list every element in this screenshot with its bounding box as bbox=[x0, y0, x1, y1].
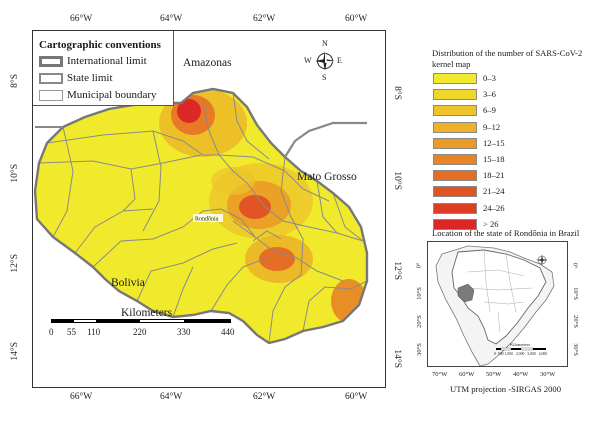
lat-tick-left: 14°S bbox=[10, 342, 20, 361]
lat-tick-left: 10°S bbox=[10, 164, 20, 183]
compass-n: N bbox=[322, 39, 328, 48]
lat-tick-right: 10°S bbox=[392, 171, 402, 190]
lat-tick-right: 12°S bbox=[392, 261, 402, 280]
scale-value: 0 bbox=[49, 327, 54, 337]
legend-swatch bbox=[433, 105, 477, 117]
legend-label: 0–3 bbox=[483, 73, 496, 83]
lon-tick-bottom: 66°W bbox=[70, 392, 93, 402]
label-bolivia: Bolivia bbox=[111, 277, 145, 289]
legend-label: 21–24 bbox=[483, 186, 505, 197]
lon-tick-bottom: 64°W bbox=[160, 392, 183, 402]
convention-label: State limit bbox=[67, 72, 113, 84]
inset-lon-tick: 30°W bbox=[540, 371, 556, 378]
legend-swatch bbox=[433, 121, 477, 133]
inset-lat-tick-right: 10°S bbox=[571, 287, 579, 300]
lon-tick-top: 60°W bbox=[345, 14, 368, 24]
legend-swatch bbox=[433, 137, 477, 149]
international-limit-symbol bbox=[39, 56, 63, 67]
convention-label: Municipal boundary bbox=[67, 89, 157, 101]
inset-lon-tick: 40°W bbox=[513, 371, 529, 378]
inset-lon-tick: 60°W bbox=[459, 371, 475, 378]
scale-segments bbox=[51, 319, 231, 323]
inset-lat-tick: 10°S bbox=[415, 287, 423, 300]
inset-compass-icon bbox=[536, 254, 548, 266]
inset-title: Location of the state of Rondônia in Bra… bbox=[432, 228, 580, 238]
legend-label: > 26 bbox=[483, 218, 499, 229]
scale-value: 330 bbox=[177, 327, 191, 337]
compass-icon bbox=[315, 51, 335, 71]
convention-label: International limit bbox=[67, 55, 147, 67]
state-outline bbox=[33, 87, 369, 345]
legend-swatch bbox=[433, 89, 477, 101]
legend-title-line1: Distribution of the number of SARS-CoV-2 bbox=[432, 48, 583, 58]
inset-lat-tick-right: 0° bbox=[571, 262, 579, 269]
legend-label: 9–12 bbox=[483, 121, 501, 132]
inset-scale-title: Kilometers bbox=[510, 342, 530, 347]
inset-lon-tick: 70°W bbox=[432, 371, 448, 378]
lon-tick-bottom: 60°W bbox=[345, 392, 368, 402]
legend-swatch bbox=[433, 202, 477, 214]
legend-label: 6–9 bbox=[483, 105, 496, 116]
lon-tick-top: 62°W bbox=[253, 14, 276, 24]
compass-rose: N S E W bbox=[304, 39, 343, 82]
inset-lat-tick: 0° bbox=[415, 262, 423, 269]
inset-caption: UTM projection -SIRGAS 2000 bbox=[450, 384, 561, 394]
legend-title: Distribution of the number of SARS-CoV-2… bbox=[432, 48, 592, 70]
legend-swatch bbox=[433, 170, 477, 182]
main-map: Rondônia N S E W Amazonas Mato Grosso Bo… bbox=[32, 30, 386, 388]
rondonia-label: Rondônia bbox=[195, 217, 219, 223]
legend-label: 18–21 bbox=[483, 170, 505, 181]
main-map-canvas: Rondônia bbox=[33, 87, 369, 345]
label-amazonas: Amazonas bbox=[183, 57, 232, 69]
lon-tick-top: 66°W bbox=[70, 14, 93, 24]
compass-w: W bbox=[304, 56, 312, 65]
legend-swatch bbox=[433, 186, 477, 198]
inset-lat-tick-right: 20°S bbox=[571, 315, 579, 328]
rondonia-inset bbox=[457, 283, 475, 303]
legend-label: 3–6 bbox=[483, 89, 496, 100]
legend-swatch bbox=[433, 218, 477, 230]
scale-value: 440 bbox=[221, 327, 235, 337]
scale-title: Kilometers bbox=[121, 307, 173, 319]
inset-scale-values: 0 500 1,000 2,000 3,000 4,000 bbox=[494, 352, 548, 356]
legend-label: 24–26 bbox=[483, 202, 505, 213]
state-limit-symbol bbox=[39, 73, 63, 84]
compass-e: E bbox=[337, 56, 342, 65]
municipal-boundary-symbol bbox=[39, 90, 63, 101]
inset-lat-tick-right: 30°S bbox=[571, 343, 579, 356]
scale-value: 110 bbox=[87, 327, 101, 337]
lat-tick-right: 14°S bbox=[392, 349, 402, 368]
legend-title-line2: kernel map bbox=[432, 59, 471, 69]
lat-tick-left: 8°S bbox=[10, 74, 20, 88]
inset-map: Kilometers 0 500 1,000 2,000 3,000 4,000 bbox=[427, 241, 568, 367]
cartographic-conventions: Cartographic conventions International l… bbox=[33, 31, 174, 106]
legend-label: 12–15 bbox=[483, 137, 505, 148]
legend-label: 15–18 bbox=[483, 154, 505, 164]
scale-value: 55 bbox=[67, 327, 76, 337]
conventions-title: Cartographic conventions bbox=[39, 39, 161, 51]
inset-lat-tick: 20°S bbox=[415, 315, 423, 328]
legend-swatch bbox=[433, 73, 477, 84]
legend-swatch bbox=[433, 154, 477, 165]
label-mato-grosso: Mato Grosso bbox=[297, 171, 357, 183]
inset-map-canvas bbox=[435, 245, 555, 367]
inset-lat-tick: 30°S bbox=[415, 343, 423, 356]
inset-lon-tick: 50°W bbox=[486, 371, 502, 378]
state-limit-mato-grosso bbox=[284, 121, 367, 158]
compass-s: S bbox=[322, 73, 327, 82]
scale-bar: Kilometers 0 55 110 220 330 440 bbox=[49, 307, 249, 351]
lat-tick-right: 8°S bbox=[392, 86, 402, 100]
lon-tick-top: 64°W bbox=[160, 14, 183, 24]
lat-tick-left: 12°S bbox=[10, 254, 20, 273]
scale-value: 220 bbox=[133, 327, 147, 337]
lon-tick-bottom: 62°W bbox=[253, 392, 276, 402]
